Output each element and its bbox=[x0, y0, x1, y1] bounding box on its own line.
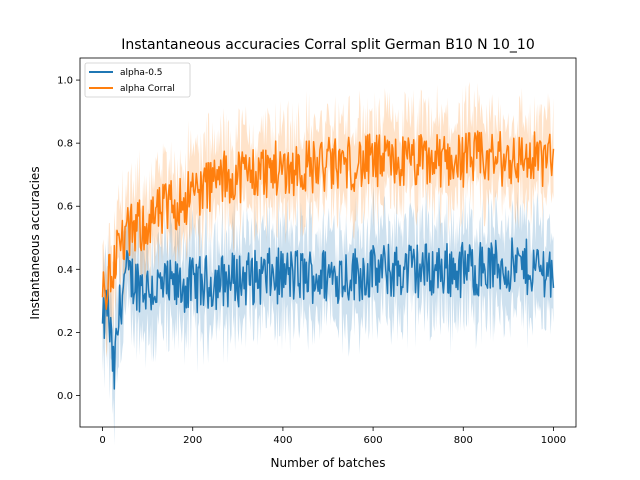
series-line-1 bbox=[101, 130, 555, 310]
y-tick-label: 0.6 bbox=[57, 202, 73, 213]
chart-title: Instantaneous accuracies Corral split Ge… bbox=[121, 37, 534, 53]
y-tick-label: 1.0 bbox=[57, 76, 73, 87]
x-tick-label: 600 bbox=[364, 435, 383, 446]
series-lines bbox=[101, 130, 555, 390]
legend-label-alpha-0.5: alpha-0.5 bbox=[120, 68, 163, 78]
x-axis-ticks: 0 200 400 600 800 1000 bbox=[99, 427, 566, 446]
confidence-band-0 bbox=[102, 186, 554, 446]
x-tick-label: 0 bbox=[99, 435, 105, 446]
y-tick-label: 0.4 bbox=[57, 265, 73, 276]
y-axis-ticks: 0.0 0.2 0.4 0.6 0.8 1.0 bbox=[57, 76, 80, 402]
x-tick-label: 200 bbox=[183, 435, 202, 446]
series-line-0 bbox=[101, 237, 555, 390]
y-tick-label: 0.0 bbox=[57, 391, 73, 402]
y-tick-label: 0.8 bbox=[57, 139, 73, 150]
legend-label-alpha-corral: alpha Corral bbox=[120, 84, 175, 94]
y-tick-label: 0.2 bbox=[57, 328, 73, 339]
legend: alpha-0.5 alpha Corral bbox=[84, 62, 191, 98]
x-tick-label: 800 bbox=[454, 435, 473, 446]
x-tick-label: 400 bbox=[273, 435, 292, 446]
plot-frame bbox=[79, 57, 577, 428]
y-axis-label: Instantaneous accuracies bbox=[28, 166, 42, 319]
x-tick-label: 1000 bbox=[541, 435, 566, 446]
x-axis-label: Number of batches bbox=[271, 456, 386, 470]
